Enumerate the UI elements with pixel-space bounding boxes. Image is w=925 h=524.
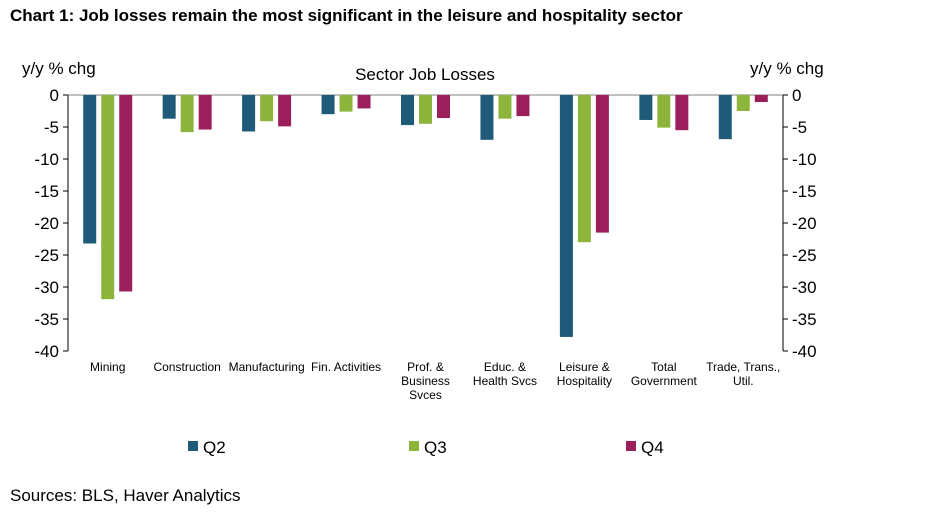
bar-q2: [559, 95, 573, 337]
category-label-line: Util.: [733, 374, 754, 388]
bar-q2: [321, 95, 335, 115]
legend-label-q3: Q3: [424, 438, 447, 457]
bar-q3: [339, 95, 353, 112]
category-label-line: Fin. Activities: [311, 360, 381, 374]
y-tick-label-right: -20: [792, 214, 817, 233]
y-tick-label-left: -15: [34, 182, 59, 201]
bar-q3: [657, 95, 671, 128]
bars-group: [83, 95, 768, 337]
y-tick-label-right: -5: [792, 118, 807, 137]
bar-q4: [675, 95, 689, 131]
bar-q3: [736, 95, 750, 111]
y-tick-label-left: -40: [34, 342, 59, 361]
bar-q2: [480, 95, 494, 140]
y-tick-label-left: -35: [34, 310, 59, 329]
legend-swatch-q4: [626, 441, 636, 451]
chart-title: Chart 1: Job losses remain the most sign…: [10, 6, 683, 25]
category-label-line: Leisure &: [559, 360, 610, 374]
source-note: Sources: BLS, Haver Analytics: [10, 486, 241, 505]
bar-q2: [401, 95, 414, 126]
y-tick-label-left: -10: [34, 150, 59, 169]
bar-q2: [242, 95, 256, 132]
category-label: Prof. & Business Svces: [401, 360, 450, 402]
bar-q4: [437, 95, 450, 119]
chart-inner-title: Sector Job Losses: [355, 65, 495, 84]
y-tick-label-left: 0: [50, 86, 59, 105]
legend-swatch-q3: [409, 441, 419, 451]
legend: Q2 Q3 Q4: [188, 438, 664, 457]
bar-q3: [577, 95, 591, 243]
category-label-line: Svces: [409, 388, 442, 402]
category-label: Fin. Activities: [311, 360, 381, 374]
bar-q2: [162, 95, 176, 119]
bar-q3: [101, 95, 115, 300]
bar-q4: [516, 95, 530, 117]
category-label-line: Manufacturing: [229, 360, 305, 374]
bar-q2: [639, 95, 653, 120]
bar-q2: [718, 95, 732, 140]
bar-q4: [278, 95, 292, 127]
category-label-line: Prof. &: [407, 360, 444, 374]
y-tick-label-right: -35: [792, 310, 817, 329]
category-label-line: Total: [651, 360, 676, 374]
y-tick-label-right: -40: [792, 342, 817, 361]
category-label: Total Government: [631, 360, 698, 388]
legend-swatch-q2: [188, 441, 198, 451]
category-label-line: Hospitality: [557, 374, 612, 388]
y-tick-label-right: -10: [792, 150, 817, 169]
y-axis-label-right: y/y % chg: [750, 59, 824, 78]
category-label: Trade, Trans., Util.: [706, 360, 780, 388]
bar-q2: [83, 95, 97, 244]
bar-q4: [119, 95, 133, 292]
category-label-line: Mining: [90, 360, 125, 374]
legend-label-q2: Q2: [203, 438, 226, 457]
bar-q4: [357, 95, 371, 109]
category-label: Educ. & Health Svcs: [473, 360, 537, 388]
legend-label-q4: Q4: [641, 438, 664, 457]
category-label: Leisure & Hospitality: [557, 360, 612, 388]
bar-q3: [260, 95, 274, 122]
category-label: Manufacturing: [229, 360, 305, 374]
category-label-line: Educ. &: [484, 360, 526, 374]
category-label-line: Health Svcs: [473, 374, 537, 388]
y-tick-label-left: -30: [34, 278, 59, 297]
bar-q4: [198, 95, 212, 130]
y-tick-label-left: -20: [34, 214, 59, 233]
y-tick-label-right: -15: [792, 182, 817, 201]
bar-q3: [498, 95, 512, 119]
category-label: Mining: [90, 360, 125, 374]
axes-group: 0 0 -5 -5 -10 -10 -15 -15 -20 -20 -25 -25 -30 -30 -35 -…: [34, 86, 816, 361]
bar-q4: [595, 95, 609, 233]
y-tick-label-right: -25: [792, 246, 817, 265]
bar-q3: [419, 95, 432, 124]
category-labels: Mining Construction Manufacturing Fin. Acti…: [90, 360, 780, 402]
y-axis-label-left: y/y % chg: [22, 59, 96, 78]
bar-q3: [180, 95, 194, 133]
category-label-line: Construction: [153, 360, 220, 374]
y-tick-label-right: 0: [792, 86, 801, 105]
category-label-line: Government: [631, 374, 698, 388]
category-label-line: Business: [401, 374, 450, 388]
category-label: Construction: [153, 360, 220, 374]
category-label-line: Trade, Trans.,: [706, 360, 780, 374]
bar-q4: [754, 95, 768, 103]
y-tick-label-right: -30: [792, 278, 817, 297]
y-tick-label-left: -25: [34, 246, 59, 265]
y-tick-label-left: -5: [44, 118, 59, 137]
